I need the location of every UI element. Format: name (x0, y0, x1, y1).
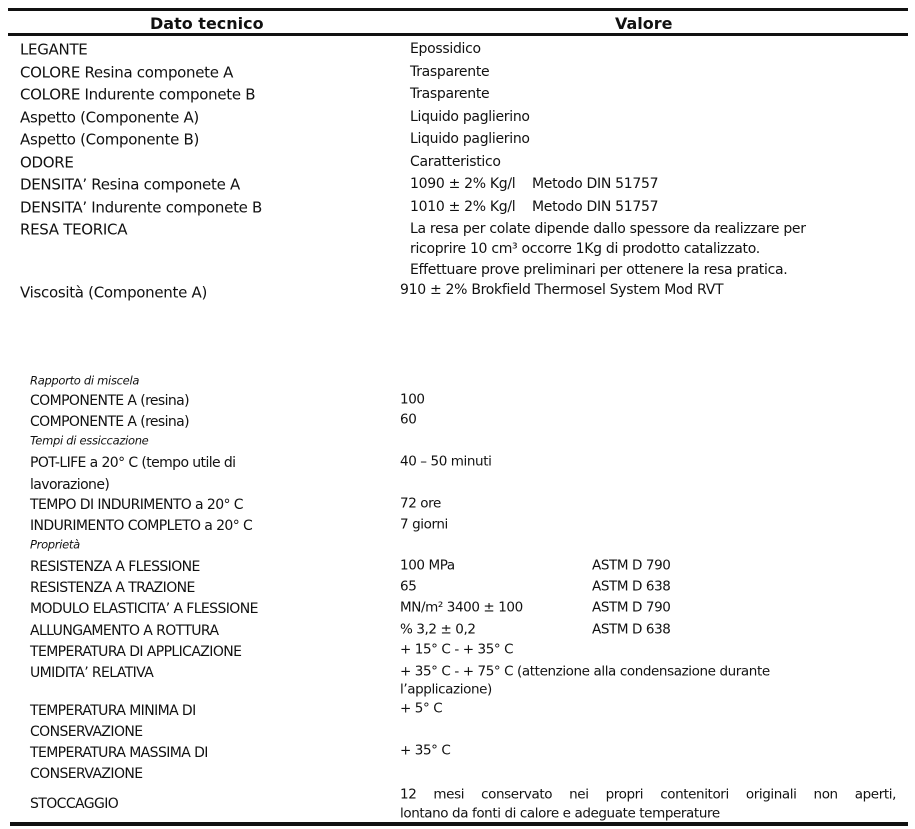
value-temperatura-applicazione: + 15° C - + 35° C (400, 641, 514, 658)
method-resistenza-trazione: ASTM D 638 (592, 578, 671, 595)
value-indurimento-completo: 7 giorni (400, 516, 448, 533)
section-rapporto-miscela: Rapporto di miscela (30, 373, 140, 388)
section-tempi-essiccazione: Tempi di essiccazione (30, 433, 149, 448)
label-odore: ODORE (20, 153, 74, 172)
value-colore-a: Trasparente (410, 64, 490, 80)
value-modulo-elasticita: MN/m² 3400 ± 100 (400, 599, 523, 616)
value-resistenza-flessione: 100 MPa (400, 557, 455, 574)
label-temperatura-applicazione: TEMPERATURA DI APPLICAZIONE (30, 644, 242, 660)
label-colore-b: COLORE Indurente componete B (20, 85, 256, 104)
label-pot-life-line-1: POT-LIFE a 20° C (tempo utile di (30, 455, 236, 471)
value-temp-minima: + 5° C (400, 700, 443, 717)
section-proprieta: Proprietà (30, 537, 80, 552)
value-stoccaggio-line-2: lontano da fonti di calore e adeguate te… (400, 805, 720, 822)
value-legante: Epossidico (410, 41, 481, 57)
value-aspetto-a: Liquido paglierino (410, 109, 530, 125)
label-densita-a: DENSITA’ Resina componete A (20, 175, 240, 194)
value-componente-a-1: 100 (400, 391, 425, 408)
label-densita-b: DENSITA’ Indurente componete B (20, 198, 263, 217)
label-pot-life-line-2: lavorazione) (30, 477, 110, 493)
value-umidita-line-2: l’applicazione) (400, 681, 492, 698)
label-indurimento-completo: INDURIMENTO COMPLETO a 20° C (30, 518, 253, 534)
label-modulo-elasticita: MODULO ELASTICITA’ A FLESSIONE (30, 601, 258, 617)
value-componente-a-2: 60 (400, 411, 417, 428)
value-aspetto-b: Liquido paglierino (410, 131, 530, 147)
label-temp-massima-line-1: TEMPERATURA MASSIMA DI (30, 745, 208, 761)
value-colore-b: Trasparente (410, 86, 490, 102)
value-umidita-line-1: + 35° C - + 75° C (attenzione alla conde… (400, 663, 770, 680)
label-aspetto-a: Aspetto (Componente A) (20, 108, 199, 127)
label-aspetto-b: Aspetto (Componente B) (20, 130, 200, 149)
value-viscosita: 910 ± 2% Brokfield Thermosel System Mod … (400, 282, 724, 298)
label-resa-teorica: RESA TEORICA (20, 220, 128, 239)
label-legante: LEGANTE (20, 40, 88, 59)
value-resistenza-trazione: 65 (400, 578, 417, 595)
label-temp-massima-line-2: CONSERVAZIONE (30, 766, 143, 782)
value-pot-life: 40 – 50 minuti (400, 453, 492, 470)
label-componente-a-2: COMPONENTE A (resina) (30, 414, 190, 430)
label-umidita-relativa: UMIDITA’ RELATIVA (30, 665, 154, 681)
value-tempo-indurimento: 72 ore (400, 495, 441, 512)
value-resa-line-1: La resa per colate dipende dallo spessor… (410, 221, 806, 237)
value-densita-a: 1090 ± 2% Kg/l Metodo DIN 51757 (410, 176, 659, 192)
label-resistenza-trazione: RESISTENZA A TRAZIONE (30, 580, 195, 596)
method-allungamento-rottura: ASTM D 638 (592, 621, 671, 638)
value-stoccaggio-line-1: 12 mesi conservato nei propri contenitor… (400, 786, 896, 803)
label-viscosita: Viscosità (Componente A) (20, 283, 208, 302)
label-temp-minima-line-2: CONSERVAZIONE (30, 724, 143, 740)
top-rule (8, 8, 908, 11)
label-allungamento-rottura: ALLUNGAMENTO A ROTTURA (30, 623, 219, 639)
value-densita-b: 1010 ± 2% Kg/l Metodo DIN 51757 (410, 199, 659, 215)
header-rule (8, 33, 908, 36)
value-resa-line-2: ricoprire 10 cm³ occorre 1Kg di prodotto… (410, 241, 760, 257)
method-modulo-elasticita: ASTM D 790 (592, 599, 671, 616)
label-stoccaggio: STOCCAGGIO (30, 796, 119, 812)
value-allungamento-rottura: % 3,2 ± 0,2 (400, 621, 476, 638)
label-componente-a-1: COMPONENTE A (resina) (30, 393, 190, 409)
method-resistenza-flessione: ASTM D 790 (592, 557, 671, 574)
value-odore: Caratteristico (410, 154, 501, 170)
label-tempo-indurimento: TEMPO DI INDURIMENTO a 20° C (30, 497, 244, 513)
label-colore-a: COLORE Resina componete A (20, 63, 234, 82)
header-dato-tecnico: Dato tecnico (150, 14, 264, 33)
label-temp-minima-line-1: TEMPERATURA MINIMA DI (30, 703, 196, 719)
bottom-rule (10, 822, 908, 826)
label-resistenza-flessione: RESISTENZA A FLESSIONE (30, 559, 200, 575)
value-temp-massima: + 35° C (400, 742, 451, 759)
header-valore: Valore (615, 14, 673, 33)
value-resa-line-3: Effettuare prove preliminari per ottener… (410, 262, 788, 278)
